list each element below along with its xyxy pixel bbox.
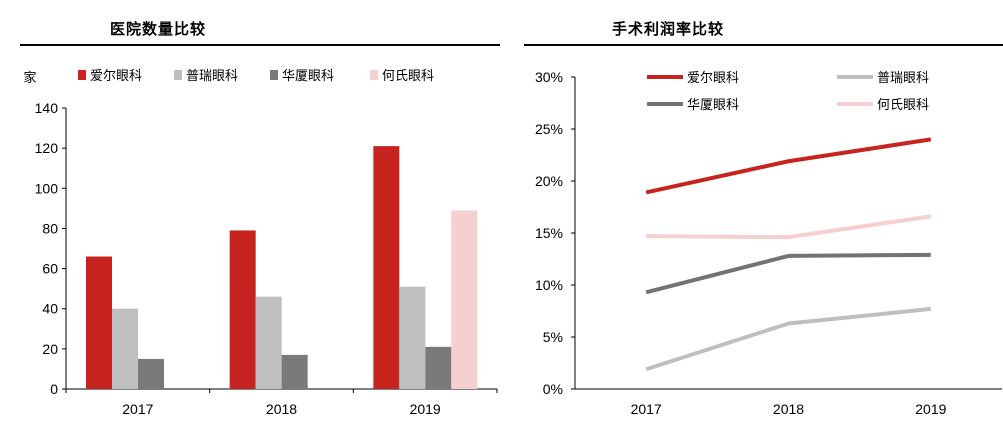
x-tick-label: 2017 bbox=[631, 401, 662, 417]
x-tick-label: 2019 bbox=[410, 401, 441, 417]
legend-label-普瑞眼科: 普瑞眼科 bbox=[877, 71, 929, 86]
y-tick-label: 20% bbox=[535, 173, 563, 189]
bar-2019-爱尔眼科 bbox=[373, 146, 400, 389]
legend-label-华厦眼科: 华厦眼科 bbox=[687, 98, 739, 113]
bar-2019-何氏眼科 bbox=[451, 210, 478, 389]
y-tick-label: 15% bbox=[535, 225, 563, 241]
line-series-普瑞眼科 bbox=[645, 306, 932, 372]
y-tick-label: 20 bbox=[42, 341, 58, 357]
x-tick-label: 2018 bbox=[773, 401, 804, 417]
hospital-count-title: 医院数量比较 bbox=[110, 20, 207, 38]
y-tick-label: 120 bbox=[35, 140, 59, 156]
surgery-margin-line-chart: 0% 5% 10% 15% 20% 25% 30% 2017 2018 2019 爱尔眼科 普瑞眼科华… bbox=[535, 69, 1002, 417]
legend-label-华厦眼科: 华厦眼科 bbox=[282, 69, 334, 84]
surgery-margin-title: 手术利润率比较 bbox=[612, 20, 725, 38]
hospital-count-panel: 医院数量比较 家 0 20 40 60 80 100 120 140 2017 2018 2019 爱尔… bbox=[0, 0, 500, 422]
bar-2018-爱尔眼科 bbox=[229, 230, 256, 389]
y-tick-label: 100 bbox=[35, 180, 59, 196]
legend-swatch-普瑞眼科 bbox=[174, 70, 182, 80]
y-tick-label: 0% bbox=[543, 381, 563, 397]
y-unit-label: 家 bbox=[23, 70, 36, 86]
bar-2017-华厦眼科 bbox=[138, 358, 164, 389]
surgery-margin-panel: 手术利润率比较 0% 5% 10% 15% 20% 25% 30% 2017 2018 2019 爱… bbox=[520, 0, 1003, 422]
bar-2019-普瑞眼科 bbox=[399, 286, 426, 389]
title-divider bbox=[20, 44, 500, 46]
y-tick-label: 140 bbox=[35, 100, 59, 116]
y-tick-label: 60 bbox=[42, 261, 58, 277]
legend-label-何氏眼科: 何氏眼科 bbox=[382, 68, 434, 84]
legend-swatch-何氏眼科 bbox=[370, 70, 378, 80]
legend-label-爱尔眼科: 爱尔眼科 bbox=[90, 69, 142, 84]
legend-swatch-华厦眼科 bbox=[270, 70, 278, 80]
bar-2018-普瑞眼科 bbox=[255, 296, 282, 389]
y-tick-label: 40 bbox=[42, 301, 58, 317]
legend-swatch-爱尔眼科 bbox=[78, 70, 86, 80]
line-series-何氏眼科 bbox=[646, 214, 932, 240]
legend-label-爱尔眼科: 爱尔眼科 bbox=[687, 71, 739, 86]
bar-2017-普瑞眼科 bbox=[112, 308, 138, 389]
x-tick-label: 2018 bbox=[266, 401, 297, 417]
bar-2019-华厦眼科 bbox=[425, 346, 452, 389]
hospital-count-bar-chart: 家 0 20 40 60 80 100 120 140 2017 2018 2019 爱尔眼科 普瑞眼科 华… bbox=[23, 68, 498, 417]
y-tick-label: 30% bbox=[535, 69, 563, 85]
bar-2017-爱尔眼科 bbox=[86, 256, 112, 389]
legend-label-普瑞眼科: 普瑞眼科 bbox=[186, 69, 238, 84]
legend-label-何氏眼科: 何氏眼科 bbox=[877, 97, 929, 113]
y-tick-label: 10% bbox=[535, 277, 563, 293]
line-series-华厦眼科 bbox=[645, 252, 931, 295]
x-tick-label: 2017 bbox=[122, 401, 153, 417]
y-tick-label: 25% bbox=[535, 121, 563, 137]
y-tick-label: 5% bbox=[543, 329, 563, 345]
x-tick-label: 2019 bbox=[915, 401, 946, 417]
title-divider bbox=[524, 44, 1003, 46]
y-tick-label: 80 bbox=[42, 220, 58, 236]
line-series-爱尔眼科 bbox=[645, 137, 932, 195]
y-tick-label: 0 bbox=[50, 381, 58, 397]
bar-2018-华厦眼科 bbox=[281, 354, 308, 389]
